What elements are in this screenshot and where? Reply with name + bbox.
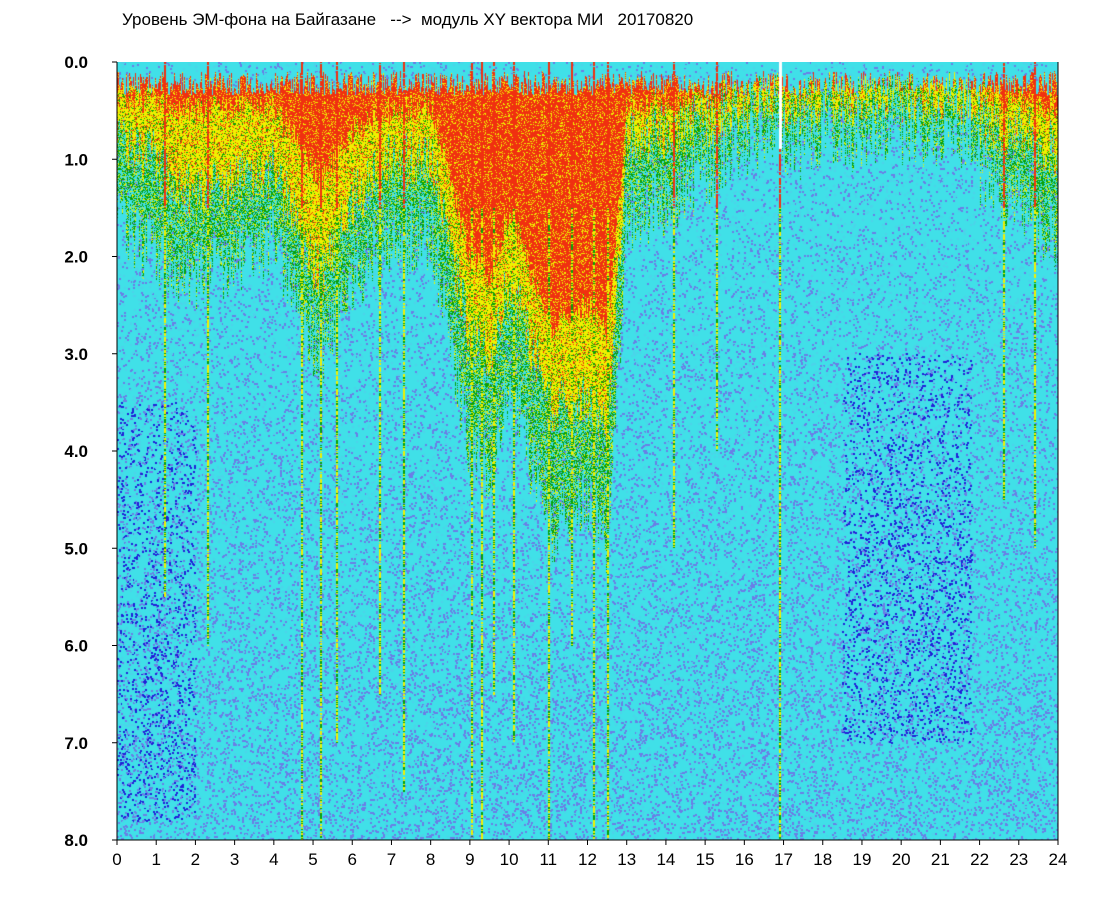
x-tick-label: 21 — [931, 850, 950, 869]
x-tick-label: 9 — [465, 850, 474, 869]
x-tick-label: 16 — [735, 850, 754, 869]
x-tick-label: 1 — [151, 850, 160, 869]
x-tick-label: 8 — [426, 850, 435, 869]
heatmap-plot-area — [117, 62, 1058, 840]
x-tick-label: 7 — [387, 850, 396, 869]
x-tick-label: 12 — [578, 850, 597, 869]
x-tick-label: 15 — [696, 850, 715, 869]
y-tick-label: 2.0 — [64, 248, 88, 267]
x-tick-label: 24 — [1049, 850, 1068, 869]
x-tick-label: 22 — [970, 850, 989, 869]
y-tick-label: 5.0 — [64, 539, 88, 558]
x-tick-label: 13 — [617, 850, 636, 869]
y-tick-label: 7.0 — [64, 734, 88, 753]
x-tick-label: 3 — [230, 850, 239, 869]
x-tick-label: 5 — [308, 850, 317, 869]
x-tick-label: 18 — [813, 850, 832, 869]
x-tick-label: 2 — [191, 850, 200, 869]
y-tick-label: 8.0 — [64, 831, 88, 850]
y-tick-label: 6.0 — [64, 637, 88, 656]
x-tick-label: 23 — [1009, 850, 1028, 869]
heatmap-raster — [117, 62, 1058, 840]
x-tick-label: 11 — [539, 850, 557, 869]
x-tick-label: 14 — [656, 850, 675, 869]
x-tick-label: 4 — [269, 850, 278, 869]
y-tick-label: 4.0 — [64, 442, 88, 461]
y-tick-label: 3.0 — [64, 345, 88, 364]
x-tick-label: 0 — [112, 850, 121, 869]
x-tick-label: 6 — [348, 850, 357, 869]
x-tick-label: 20 — [892, 850, 911, 869]
x-axis-ticks: 0 1 2 3 4 5 6 7 8 9 10 11 12 13 14 15 16 17 18 19 20 21 22 23 24 — [112, 840, 1067, 869]
x-tick-label: 10 — [500, 850, 519, 869]
y-tick-label: 0.0 — [64, 53, 88, 72]
y-tick-label: 1.0 — [64, 150, 88, 169]
x-tick-label: 19 — [852, 850, 871, 869]
x-tick-label: 17 — [774, 850, 793, 869]
y-axis-ticks: 0.0 1.0 2.0 3.0 4.0 5.0 6.0 7.0 8.0 — [64, 53, 117, 850]
chart-title: Уровень ЭМ-фона на Байгазане --> модуль … — [122, 10, 694, 29]
